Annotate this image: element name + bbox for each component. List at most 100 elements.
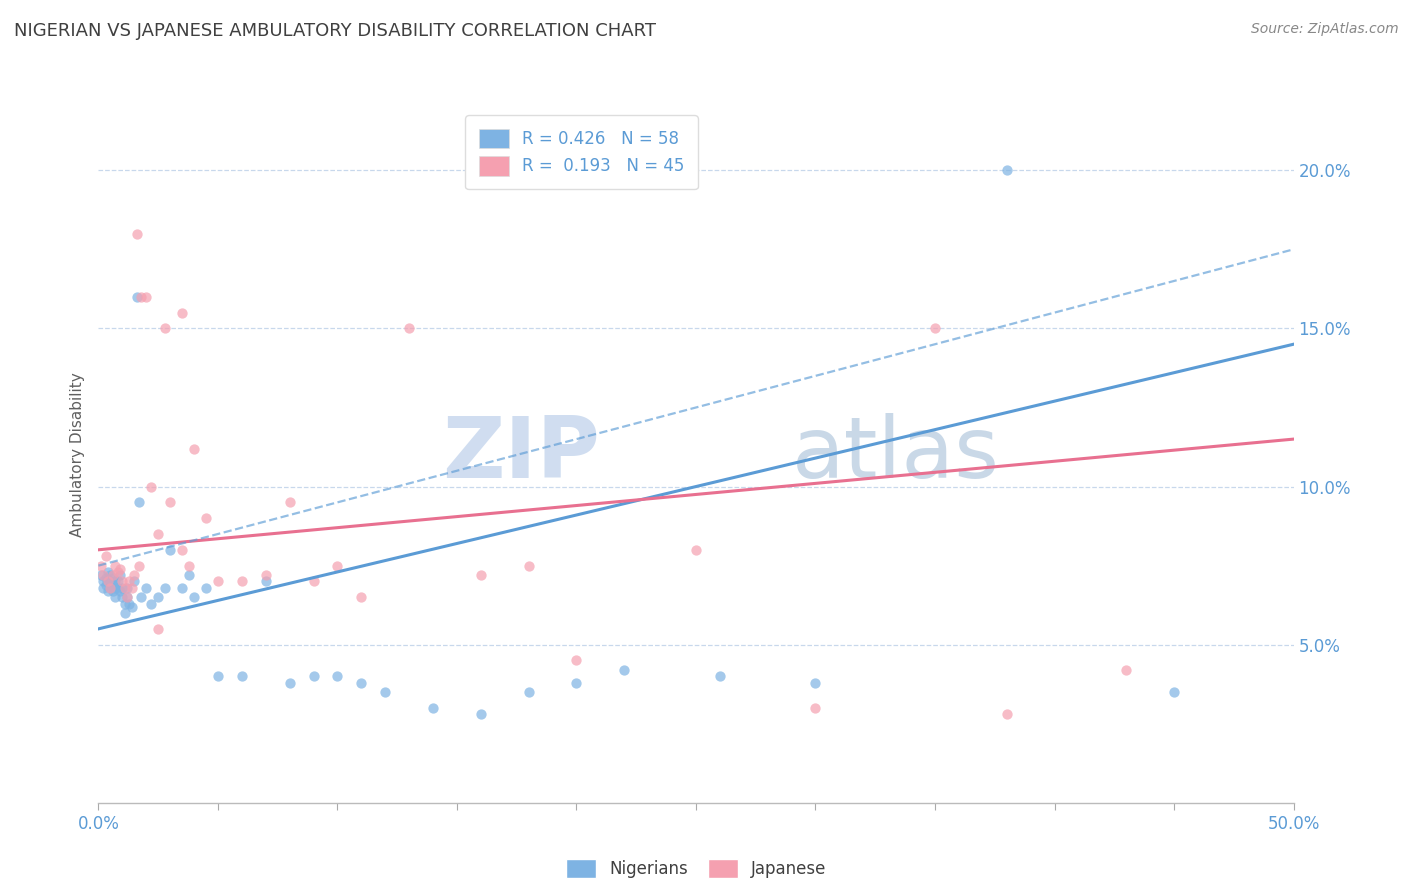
- Point: [91, 581, 114, 595]
- Point: [124, 568, 146, 582]
- Point: [517, 685, 540, 699]
- Point: [114, 581, 136, 595]
- Point: [565, 653, 588, 667]
- Point: [326, 558, 349, 573]
- Point: [155, 321, 177, 335]
- Point: [302, 574, 325, 589]
- Point: [995, 163, 1018, 178]
- Point: [804, 675, 827, 690]
- Point: [995, 707, 1018, 722]
- Point: [254, 568, 277, 582]
- Point: [97, 583, 120, 598]
- Point: [124, 574, 146, 589]
- Point: [172, 305, 194, 319]
- Point: [104, 581, 127, 595]
- Point: [115, 581, 138, 595]
- Point: [135, 581, 157, 595]
- Text: NIGERIAN VS JAPANESE AMBULATORY DISABILITY CORRELATION CHART: NIGERIAN VS JAPANESE AMBULATORY DISABILI…: [14, 22, 657, 40]
- Legend: Nigerians, Japanese: Nigerians, Japanese: [560, 853, 832, 885]
- Point: [128, 495, 150, 509]
- Point: [90, 568, 112, 582]
- Text: Source: ZipAtlas.com: Source: ZipAtlas.com: [1251, 22, 1399, 37]
- Point: [148, 622, 170, 636]
- Point: [91, 574, 114, 589]
- Point: [709, 669, 731, 683]
- Point: [183, 442, 205, 456]
- Point: [108, 568, 131, 582]
- Point: [94, 549, 117, 563]
- Point: [131, 591, 153, 605]
- Point: [125, 290, 148, 304]
- Point: [118, 597, 141, 611]
- Point: [114, 606, 136, 620]
- Point: [254, 574, 277, 589]
- Point: [107, 574, 129, 589]
- Text: atlas: atlas: [792, 413, 1000, 497]
- Point: [159, 495, 181, 509]
- Point: [804, 701, 827, 715]
- Point: [98, 568, 122, 582]
- Point: [231, 669, 253, 683]
- Point: [104, 591, 127, 605]
- Point: [194, 511, 217, 525]
- Point: [470, 707, 492, 722]
- Point: [98, 574, 122, 589]
- Point: [108, 583, 131, 598]
- Point: [172, 581, 194, 595]
- Point: [111, 581, 134, 595]
- Point: [101, 571, 124, 585]
- Point: [1163, 685, 1185, 699]
- Point: [326, 669, 349, 683]
- Point: [179, 568, 201, 582]
- Point: [231, 574, 253, 589]
- Point: [179, 558, 201, 573]
- Point: [98, 581, 122, 595]
- Point: [139, 597, 162, 611]
- Point: [111, 591, 134, 605]
- Point: [422, 701, 444, 715]
- Point: [155, 581, 177, 595]
- Point: [685, 542, 707, 557]
- Point: [139, 479, 162, 493]
- Point: [613, 663, 636, 677]
- Point: [125, 227, 148, 241]
- Point: [101, 568, 124, 582]
- Point: [121, 581, 143, 595]
- Y-axis label: Ambulatory Disability: Ambulatory Disability: [69, 373, 84, 537]
- Point: [1115, 663, 1137, 677]
- Point: [159, 542, 181, 557]
- Point: [148, 591, 170, 605]
- Point: [104, 574, 127, 589]
- Point: [97, 565, 120, 579]
- Point: [98, 581, 122, 595]
- Point: [107, 581, 129, 595]
- Point: [111, 574, 134, 589]
- Point: [924, 321, 946, 335]
- Point: [302, 669, 325, 683]
- Point: [278, 675, 301, 690]
- Point: [517, 558, 540, 573]
- Point: [194, 581, 217, 595]
- Point: [97, 574, 120, 589]
- Point: [135, 290, 157, 304]
- Point: [350, 591, 373, 605]
- Point: [118, 574, 141, 589]
- Point: [121, 599, 143, 614]
- Point: [207, 574, 229, 589]
- Point: [104, 558, 127, 573]
- Point: [148, 527, 170, 541]
- Point: [207, 669, 229, 683]
- Point: [183, 591, 205, 605]
- Point: [94, 577, 117, 591]
- Point: [101, 577, 124, 591]
- Point: [115, 591, 138, 605]
- Point: [374, 685, 396, 699]
- Point: [398, 321, 420, 335]
- Point: [91, 568, 114, 582]
- Point: [115, 591, 138, 605]
- Point: [565, 675, 588, 690]
- Point: [470, 568, 492, 582]
- Point: [128, 558, 150, 573]
- Text: ZIP: ZIP: [443, 413, 600, 497]
- Point: [114, 597, 136, 611]
